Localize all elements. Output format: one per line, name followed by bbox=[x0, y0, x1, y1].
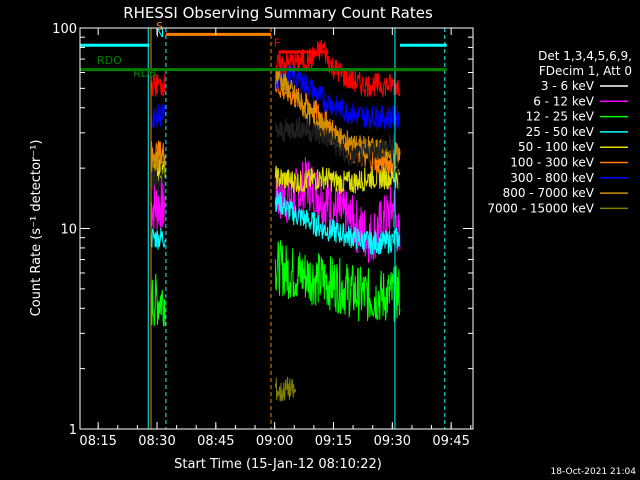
y-axis-label: Count Rate (s⁻¹ detector⁻¹) bbox=[29, 140, 44, 317]
y-axis-ticks: 1 10 100 bbox=[52, 22, 473, 438]
series-line-6-12-kev-1 bbox=[274, 156, 394, 263]
x-axis-label: Start Time (15-Jan-12 08:10:22) bbox=[174, 457, 382, 472]
x-tick-label-09:45: 09:45 bbox=[432, 434, 469, 449]
x-axis-ticks: 08:15 08:30 08:45 09:00 09:15 09:30 09:45 bbox=[79, 28, 472, 449]
legend-header-line-2: FDecim 1, Att 0 bbox=[539, 64, 632, 78]
chart-title: RHESSI Observing Summary Count Rates bbox=[123, 4, 433, 22]
annotation-s: S bbox=[156, 20, 163, 33]
y-tick-label-10: 10 bbox=[60, 223, 77, 238]
series-line-6-12-kev-0 bbox=[150, 179, 166, 231]
legend-label-7000-15000-kev: 7000 - 15000 keV bbox=[487, 201, 594, 215]
legend-label-100-300-kev: 100 - 300 keV bbox=[510, 156, 594, 170]
legend-label-300-800-kev: 300 - 800 keV bbox=[510, 171, 594, 185]
series-line-3-6-kev-peak--0 bbox=[150, 74, 166, 97]
legend-label-800-7000-kev: 800 - 7000 keV bbox=[503, 186, 595, 200]
series-line-25-50-kev-1 bbox=[274, 189, 394, 255]
legend-label-6-12-kev: 6 - 12 keV bbox=[533, 94, 595, 108]
x-tick-label-09:30: 09:30 bbox=[374, 434, 411, 449]
x-tick-label-09:15: 09:15 bbox=[315, 434, 352, 449]
x-tick-label-08:45: 08:45 bbox=[197, 434, 234, 449]
x-tick-label-09:00: 09:00 bbox=[256, 434, 293, 449]
y-tick-label-1: 1 bbox=[69, 423, 77, 438]
series-line-300-800-kev-1 bbox=[274, 63, 394, 131]
legend-header-line-1: Det 1,3,4,5,6,9, bbox=[538, 49, 632, 63]
legend-label-12-25-kev: 12 - 25 keV bbox=[526, 110, 595, 124]
series-line-12-25-kev-1 bbox=[274, 240, 394, 322]
legend-label-50-100-kev: 50 - 100 keV bbox=[518, 140, 595, 154]
series-line-300-800-kev-0 bbox=[150, 103, 166, 128]
series-line-3-6-kev-peak--1 bbox=[275, 40, 394, 98]
annotation-rd6: RD6 bbox=[133, 67, 156, 80]
series-line-3-6-kev-1 bbox=[274, 115, 395, 167]
x-tick-label-08:15: 08:15 bbox=[79, 434, 116, 449]
annotation-n: N bbox=[156, 27, 164, 40]
legend: Det 1,3,4,5,6,9, FDecim 1, Att 0 3 - 6 k… bbox=[487, 49, 632, 215]
annotation-rdo: RDO bbox=[97, 54, 122, 67]
plot-area: SN F RDO RD6 bbox=[80, 20, 447, 429]
series-line-25-50-kev-0 bbox=[150, 227, 166, 250]
series-line-50-100-kev-1 bbox=[274, 163, 394, 194]
series-line-12-25-kev-0 bbox=[150, 273, 166, 327]
render-timestamp: 18-Oct-2021 21:04 bbox=[551, 467, 637, 477]
annotation-f: F bbox=[274, 36, 280, 49]
series-line-7000-15000-kev-0 bbox=[274, 376, 297, 402]
legend-label-25-50-kev: 25 - 50 keV bbox=[526, 125, 595, 139]
y-tick-label-100: 100 bbox=[52, 22, 77, 37]
series-line-3-6-kev-0 bbox=[150, 167, 166, 194]
legend-label-3-6-kev: 3 - 6 keV bbox=[541, 79, 595, 93]
x-tick-label-08:30: 08:30 bbox=[138, 434, 175, 449]
